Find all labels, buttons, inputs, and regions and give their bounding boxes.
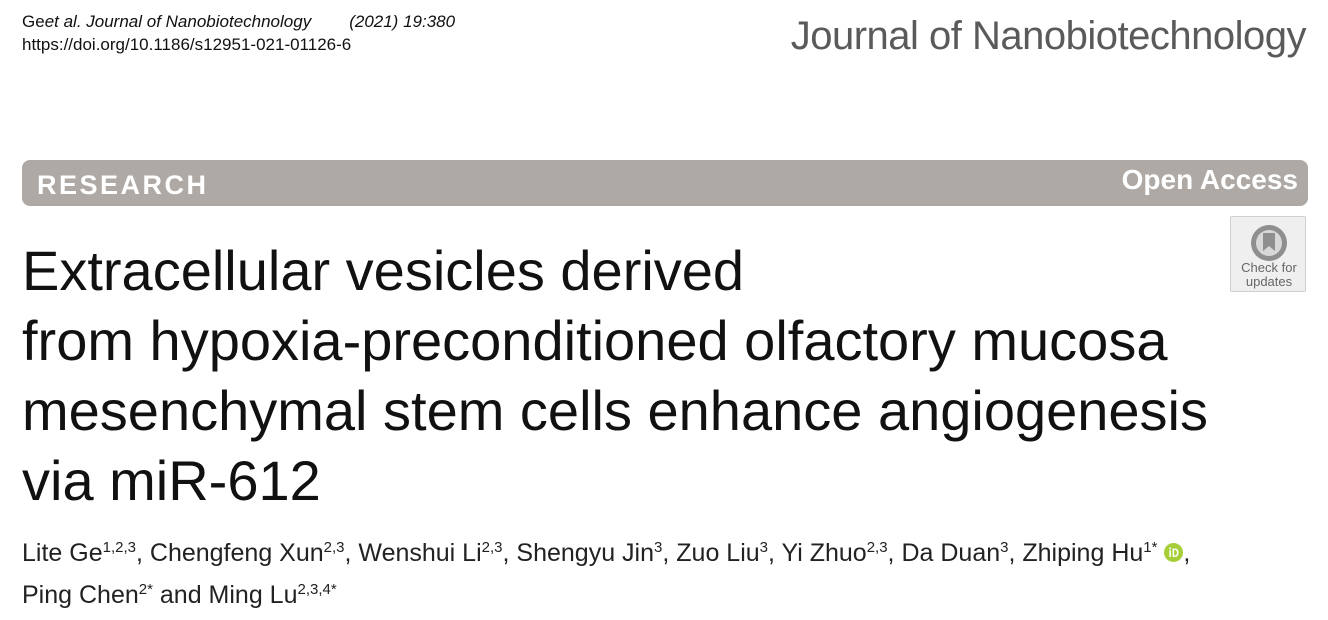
author-name: Lite Ge: [22, 539, 103, 567]
author-name: Ping Chen: [22, 581, 139, 609]
author-name: Chengfeng Xun: [149, 539, 324, 567]
author-name: Zuo Liu: [676, 539, 760, 567]
author-affiliation: 3: [1000, 539, 1009, 556]
author-separator: ,: [662, 539, 677, 567]
title-line: mesenchymal stem cells enhance angiogene…: [22, 379, 1208, 442]
author-name: Zhiping Hu: [1022, 539, 1144, 567]
author-affiliation: 1*: [1143, 539, 1158, 556]
orcid-icon[interactable]: [1164, 543, 1184, 562]
journal-masthead: Journal of Nanobiotechnology: [790, 14, 1307, 58]
author-line-2: Ping Chen2* and Ming Lu2,3,4*: [22, 576, 1312, 618]
author-separator: ,: [344, 539, 359, 567]
title-line: Extracellular vesicles derived: [22, 239, 745, 302]
open-access-label: Open Access: [1121, 164, 1298, 195]
author-affiliation: 1,2,3: [102, 539, 136, 556]
title-line: via miR-612: [22, 449, 321, 512]
author-list: Lite Ge1,2,3, Chengfeng Xun2,3, Wenshui …: [22, 534, 1312, 618]
citation-line: Ge et al. Journal of Nanobiotechnology (…: [22, 10, 455, 33]
author-affiliation: 3: [759, 539, 768, 556]
check-for-updates-line2: updates: [1245, 274, 1293, 289]
article-type-banner: RESEARCH Open Access: [22, 160, 1308, 206]
citation-authors: Ge: [22, 12, 45, 31]
author-separator: ,: [768, 539, 782, 567]
doi-link[interactable]: https://doi.org/10.1186/s12951-021-01126…: [22, 35, 352, 54]
author-affiliation: 2,3: [481, 539, 503, 556]
author-name: Yi Zhuo: [781, 539, 867, 567]
author-affiliation: 2*: [138, 581, 153, 598]
author-separator: ,: [135, 539, 150, 567]
check-for-updates-label: Check for updates: [1231, 261, 1307, 289]
author-separator: ,: [502, 539, 517, 567]
check-for-updates-icon: [1251, 225, 1287, 261]
author-separator: ,: [1008, 539, 1023, 567]
check-for-updates-line1: Check for: [1241, 260, 1297, 275]
author-affiliation: 3: [654, 539, 663, 556]
author-affiliation: 2,3,4*: [297, 581, 337, 598]
author-separator: ,: [1183, 539, 1191, 567]
author-name: Da Duan: [901, 539, 1001, 567]
article-title: Extracellular vesicles derived from hypo…: [22, 236, 1222, 516]
title-line: from hypoxia-preconditioned olfactory mu…: [22, 309, 1168, 372]
author-affiliation: 2,3: [323, 539, 345, 556]
citation-header: Ge et al. Journal of Nanobiotechnology (…: [22, 10, 455, 56]
author-separator: ,: [887, 539, 902, 567]
author-name: Ming Lu: [208, 581, 298, 609]
citation-journal: et al. Journal of Nanobiotechnology: [44, 12, 312, 31]
author-name: Shengyu Jin: [516, 539, 655, 567]
author-separator: and: [152, 581, 209, 609]
author-name: Wenshui Li: [358, 539, 482, 567]
citation-volume: (2021) 19:380: [349, 12, 456, 31]
check-for-updates-badge[interactable]: Check for updates: [1230, 216, 1306, 292]
author-affiliation: 2,3: [866, 539, 888, 556]
article-type-label: RESEARCH: [37, 170, 209, 200]
author-line-1: Lite Ge1,2,3, Chengfeng Xun2,3, Wenshui …: [22, 534, 1312, 576]
